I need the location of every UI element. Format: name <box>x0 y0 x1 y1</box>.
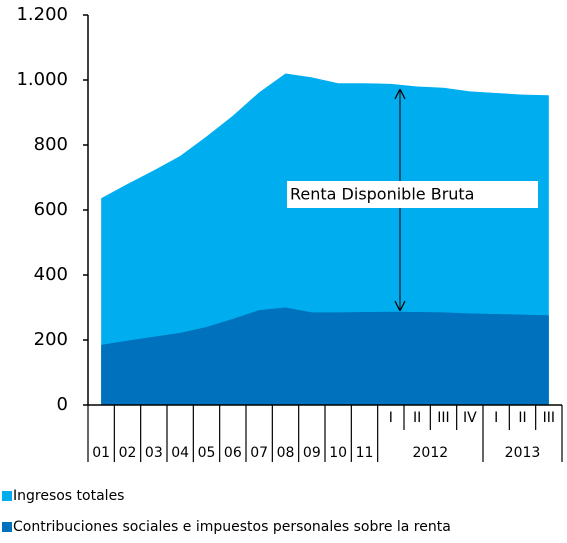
x-tick-label: 01 <box>92 445 110 461</box>
y-tick-label: 800 <box>34 134 68 155</box>
x-tick-label: II <box>413 410 421 426</box>
x-group-label: 2012 <box>413 445 449 461</box>
x-tick-label: I <box>494 410 498 426</box>
x-tick-label: 05 <box>198 445 216 461</box>
y-tick-label: 1.000 <box>16 69 68 90</box>
legend-swatch <box>2 522 12 532</box>
legend-swatch <box>2 491 12 501</box>
x-tick-label: 11 <box>356 445 374 461</box>
x-tick-label: I <box>389 410 393 426</box>
annotation: Renta Disponible Bruta <box>290 185 474 204</box>
x-tick-label: 07 <box>250 445 268 461</box>
area <box>101 307 549 405</box>
x-tick-label: 03 <box>145 445 163 461</box>
x-tick-label: 04 <box>171 445 189 461</box>
y-tick-label: 200 <box>34 329 68 350</box>
legend-label: Ingresos totales <box>13 488 124 504</box>
x-tick-label: III <box>437 410 449 426</box>
x-tick-label: II <box>518 410 526 426</box>
x-tick-label: 02 <box>119 445 137 461</box>
annotation-box <box>287 181 538 208</box>
plot-area <box>101 73 549 405</box>
x-tick-label: 10 <box>329 445 347 461</box>
x-tick-label: 09 <box>303 445 321 461</box>
x-tick-label: III <box>543 410 555 426</box>
x-group-label: 2013 <box>505 445 541 461</box>
y-tick-label: 0 <box>57 394 68 415</box>
x-tick-label: 08 <box>277 445 295 461</box>
x-tick-label: IV <box>463 410 477 426</box>
y-tick-label: 600 <box>34 199 68 220</box>
y-tick-label: 1.200 <box>16 4 68 25</box>
legend-label: Contribuciones sociales e impuestos pers… <box>13 519 451 535</box>
x-tick-label: 06 <box>224 445 242 461</box>
y-tick-label: 400 <box>34 264 68 285</box>
